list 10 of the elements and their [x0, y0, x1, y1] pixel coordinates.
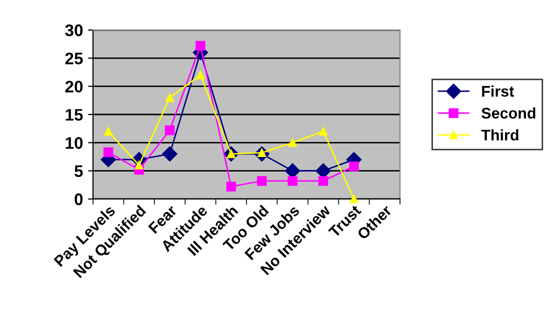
y-tick-label: 10 [66, 137, 83, 149]
y-tick-label: 30 [65, 24, 83, 36]
y-tick-label: 25 [65, 52, 83, 64]
y-tick-label: 20 [65, 80, 83, 93]
y-tick-label: 0 [74, 193, 83, 206]
y-tick-label: 15 [66, 109, 83, 121]
y-tick-label: 5 [74, 165, 83, 178]
legend-label: First [482, 86, 514, 97]
legend-label: Third [481, 129, 518, 140]
legend-label: Second [482, 107, 536, 119]
